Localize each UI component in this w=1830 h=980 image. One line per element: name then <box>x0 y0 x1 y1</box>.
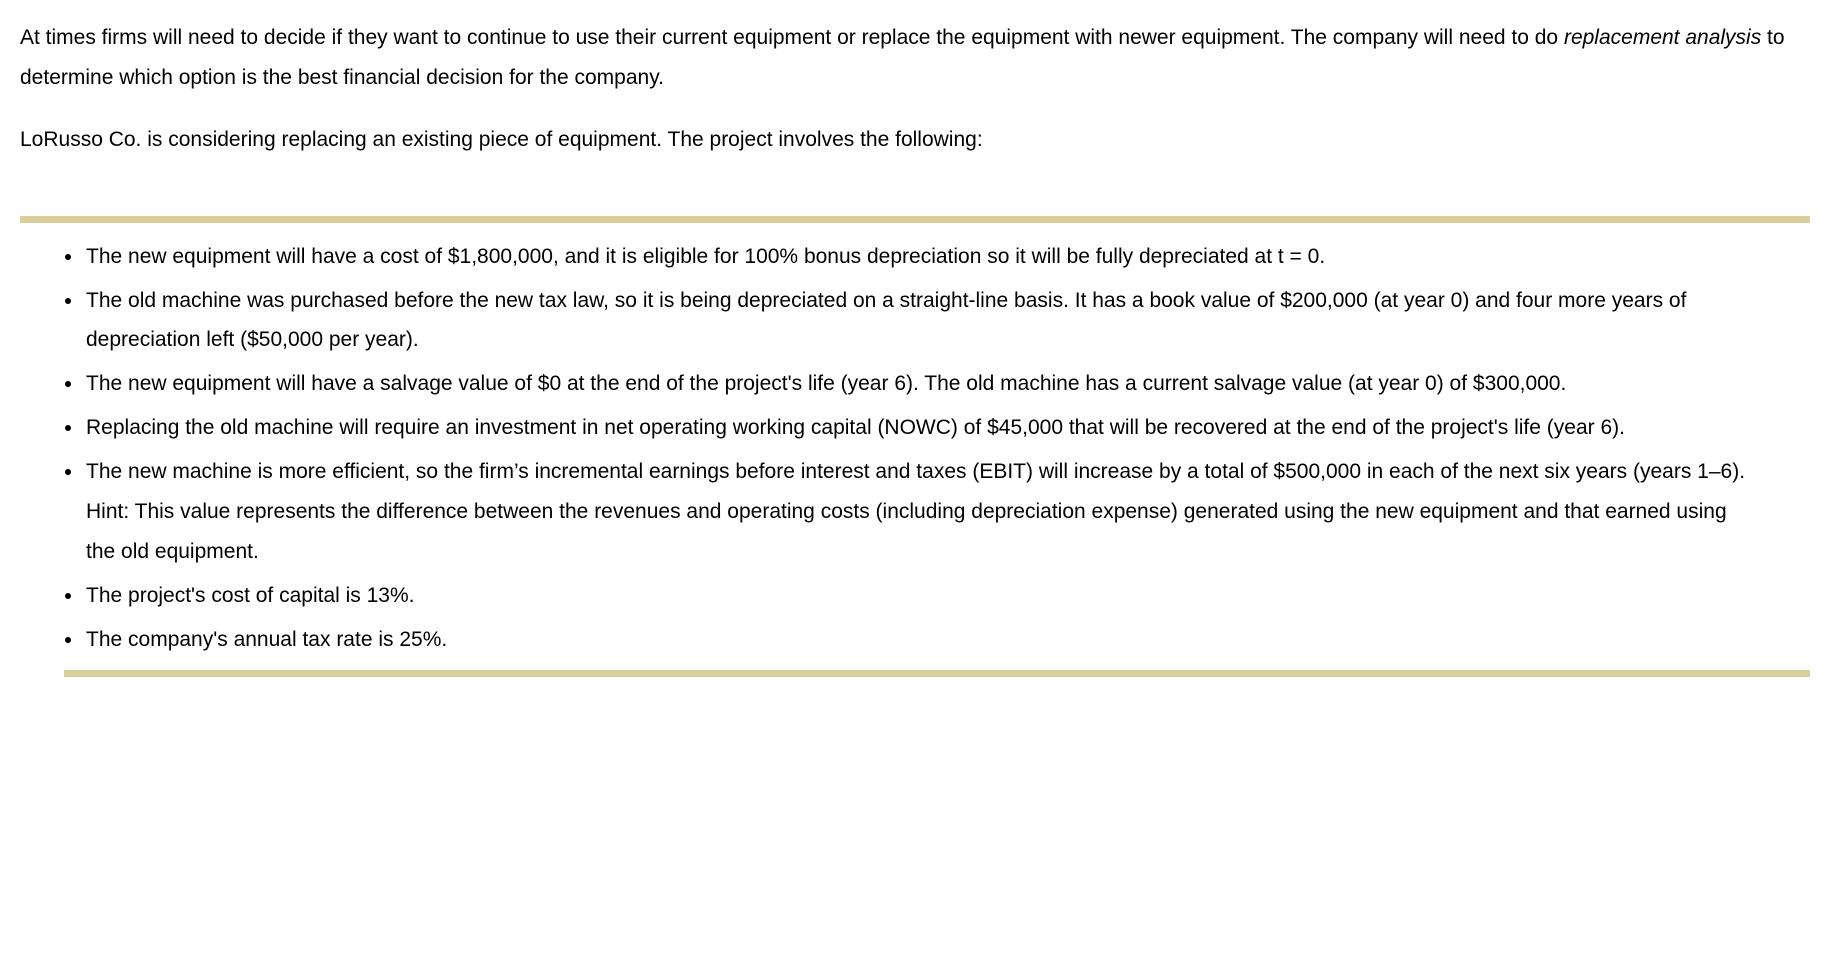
intro-emphasis: replacement analysis <box>1564 26 1761 49</box>
intro-paragraph-1: At times firms will need to decide if th… <box>20 18 1810 98</box>
intro-paragraph-2: LoRusso Co. is considering replacing an … <box>20 120 1810 160</box>
divider-top <box>20 216 1810 223</box>
list-item: The project's cost of capital is 13%. <box>84 576 1810 616</box>
list-item: The new equipment will have a salvage va… <box>84 364 1810 404</box>
list-item: Replacing the old machine will require a… <box>84 408 1810 448</box>
list-item: The old machine was purchased before the… <box>84 281 1810 361</box>
intro-text-1a: At times firms will need to decide if th… <box>20 26 1564 49</box>
divider-bottom <box>64 670 1810 677</box>
list-item: The company's annual tax rate is 25%. <box>84 620 1810 660</box>
divider-bottom-wrap <box>20 664 1810 677</box>
list-item: The new equipment will have a cost of $1… <box>84 237 1810 277</box>
divider-top-wrap <box>20 182 1810 233</box>
list-item: The new machine is more efficient, so th… <box>84 452 1810 572</box>
bullet-list: The new equipment will have a cost of $1… <box>20 237 1810 660</box>
